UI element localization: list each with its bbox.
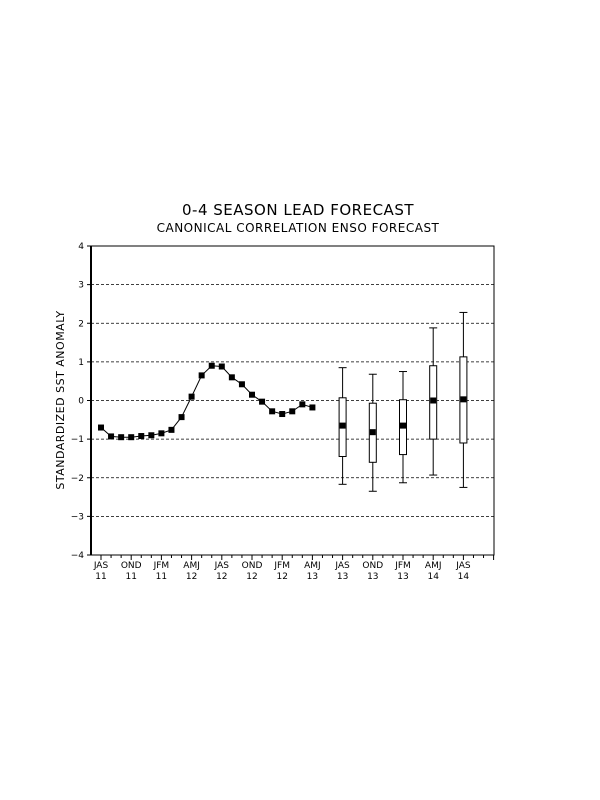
observed-point <box>178 414 185 421</box>
x-tick-label-season: OND <box>362 561 383 571</box>
observed-point <box>289 408 296 415</box>
observed-point <box>259 398 266 405</box>
observed-point <box>238 381 245 388</box>
y-tick-label: −2 <box>71 474 84 484</box>
x-tick-label-year: 13 <box>337 572 348 582</box>
x-tick-label-year: 13 <box>367 572 378 582</box>
x-tick-label-year: 12 <box>186 572 197 582</box>
y-ticks: −4 −3 −2 −1 0 1 2 3 4 <box>71 242 91 561</box>
observed-series <box>98 362 316 441</box>
x-tick-label-season: AMJ <box>304 561 321 571</box>
x-tick-label-year: 11 <box>125 572 136 582</box>
y-tick-label: −4 <box>71 551 85 561</box>
observed-point <box>218 363 225 370</box>
observed-point <box>208 362 215 369</box>
observed-point <box>108 433 115 440</box>
y-tick-label: 2 <box>78 319 84 329</box>
observed-point <box>198 372 205 379</box>
observed-point <box>158 430 165 437</box>
observed-point <box>299 401 306 408</box>
observed-point <box>118 434 125 441</box>
y-tick-label: 1 <box>78 358 84 368</box>
y-tick-label: −1 <box>71 435 84 445</box>
y-tick-label: 0 <box>78 397 84 407</box>
x-tick-label-season: JFM <box>153 561 170 571</box>
x-tick-label-year: 11 <box>156 572 167 582</box>
observed-point <box>98 424 104 431</box>
y-tick-label: 3 <box>78 281 84 291</box>
gridlines <box>91 284 494 517</box>
observed-point <box>309 404 316 411</box>
observed-line <box>100 365 313 438</box>
x-tick-label-year: 13 <box>397 572 408 582</box>
y-tick-label: −3 <box>71 512 84 522</box>
x-tick-label-season: JAS <box>93 561 109 571</box>
observed-point <box>138 433 145 440</box>
x-tick-label-season: JAS <box>455 561 471 571</box>
x-tick-label-year: 13 <box>307 572 318 582</box>
observed-point <box>269 408 276 415</box>
x-tick-label-season: OND <box>121 561 142 571</box>
x-tick-label-season: JAS <box>214 561 230 571</box>
x-tick-label-season: JAS <box>334 561 350 571</box>
x-tick-label-year: 11 <box>95 572 106 582</box>
observed-point <box>279 411 286 418</box>
observed-point <box>228 374 235 381</box>
chart-title: 0-4 SEASON LEAD FORECAST <box>182 201 414 219</box>
forecast-median-point <box>460 396 467 403</box>
x-tick-label-season: JFM <box>394 561 411 571</box>
x-tick-label-year: 12 <box>216 572 227 582</box>
x-tick-label-year: 14 <box>458 572 470 582</box>
x-tick-label-season: AMJ <box>425 561 442 571</box>
x-tick-label-year: 12 <box>246 572 257 582</box>
x-tick-label-year: 14 <box>427 572 439 582</box>
forecast-series <box>338 311 468 492</box>
x-tick-label-year: 12 <box>276 572 287 582</box>
forecast-median-point <box>339 422 346 429</box>
x-tick-label-season: OND <box>242 561 263 571</box>
chart-subtitle: CANONICAL CORRELATION ENSO FORECAST <box>157 221 440 235</box>
x-tick-label-season: JFM <box>273 561 290 571</box>
observed-point <box>128 434 135 441</box>
forecast-median-point <box>369 429 376 436</box>
observed-point <box>249 391 255 398</box>
forecast-median-point <box>430 397 437 404</box>
y-tick-label: 4 <box>78 242 84 252</box>
x-tick-label-season: AMJ <box>183 561 200 571</box>
forecast-median-point <box>400 422 406 429</box>
observed-point <box>148 432 155 439</box>
observed-point <box>168 426 175 433</box>
x-ticks: JAS11OND11JFM11AMJ12JAS12OND12JFM12AMJ13… <box>93 555 495 582</box>
observed-point <box>188 393 195 400</box>
y-axis-label: STANDARDIZED SST ANOMALY <box>54 310 67 489</box>
